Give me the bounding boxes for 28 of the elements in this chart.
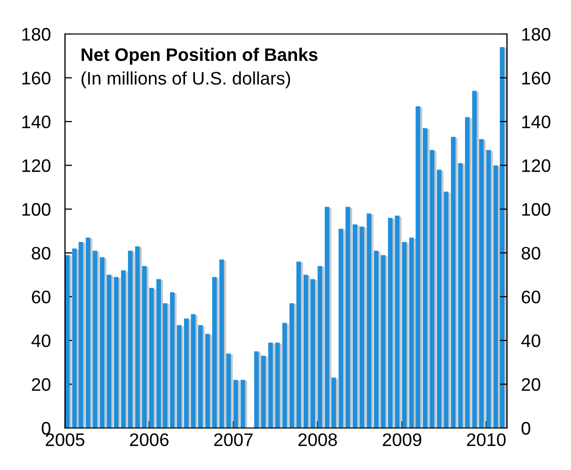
y-tick-label: 80 — [32, 246, 50, 260]
x-tick-label: 2009 — [382, 433, 422, 446]
y2-tick-label: 80 — [522, 246, 540, 260]
y2-tick-label: 0 — [522, 422, 530, 435]
y-tick-label: 180 — [22, 28, 50, 41]
y2-tick-label: 100 — [522, 203, 550, 216]
y2-tick-label: 20 — [522, 378, 540, 391]
y2-tick-label: 120 — [522, 159, 550, 172]
x-tick-label: 2005 — [46, 433, 84, 446]
y2-tick-label: 40 — [521, 334, 540, 348]
y-tick-label: 0 — [42, 422, 50, 435]
y-tick-label: 20 — [32, 378, 50, 391]
y2-tick-label: 180 — [522, 28, 550, 41]
y2-tick-label: 160 — [522, 72, 550, 84]
x-tick-label: 2007 — [214, 433, 253, 446]
y-tick-label: 120 — [22, 159, 50, 172]
x-tick-label: 2006 — [130, 433, 168, 446]
y-tick-label: 160 — [22, 72, 50, 84]
y-tick-label: 100 — [22, 203, 50, 216]
x-tick-label: 2008 — [298, 433, 337, 446]
y-tick-label: 60 — [32, 290, 50, 304]
y-tick-label: 40 — [31, 334, 50, 348]
text: (In millions of U.S. dollars) — [82, 71, 290, 88]
text: Net Open Position of Banks — [82, 48, 318, 65]
y-tick-label: 140 — [22, 115, 50, 128]
y2-tick-label: 60 — [522, 290, 540, 304]
y2-tick-label: 140 — [522, 115, 550, 128]
x-tick-label: 2010 — [467, 433, 506, 446]
